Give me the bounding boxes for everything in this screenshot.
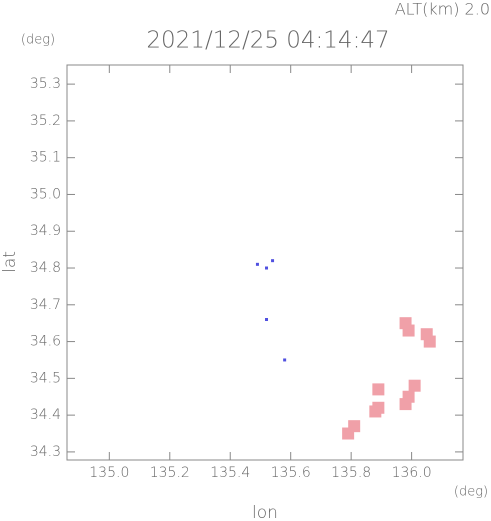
y-tick-label: 34.7 [30,297,61,313]
y-tick-label: 34.4 [30,407,61,423]
y-axis-label: lat [0,251,20,273]
echo-point [265,266,269,270]
y-tick-label: 35.3 [30,76,61,92]
x-tick-label: 135.8 [331,465,371,481]
y-tick-label: 34.5 [30,370,61,386]
x-tick-label: 135.4 [210,465,250,481]
echo-point [372,383,385,396]
x-unit: (deg) [454,485,488,500]
y-tick-label: 34.9 [30,223,61,239]
y-tick-label: 34.6 [30,334,61,350]
y-tick-label: 35.0 [30,186,61,202]
y-unit: (deg) [21,33,55,48]
echo-point [255,262,259,266]
y-tick-label: 35.2 [30,113,61,129]
y-tick-label: 34.3 [30,444,61,460]
x-tick-label: 135.2 [150,465,190,481]
x-axis-label: lon [252,503,278,521]
y-tick-label: 34.8 [30,260,61,276]
echo-point [265,318,269,322]
annotation: ALT(km) 2.0 [395,0,490,19]
echo-point [342,427,355,440]
x-tick-label: 136.0 [392,465,432,481]
echo-point [271,259,275,263]
x-tick-label: 135.6 [271,465,311,481]
plot-frame [66,64,464,461]
echo-point [369,405,382,418]
y-tick-label: 35.1 [30,150,61,166]
echo-point [283,358,287,362]
echo-point [423,335,436,348]
chart-title: 2021/12/25 04:14:47 [146,28,389,54]
echo-point [402,324,415,337]
x-tick-label: 135.0 [89,465,129,481]
echo-point [408,379,421,392]
echo-point [399,398,412,411]
